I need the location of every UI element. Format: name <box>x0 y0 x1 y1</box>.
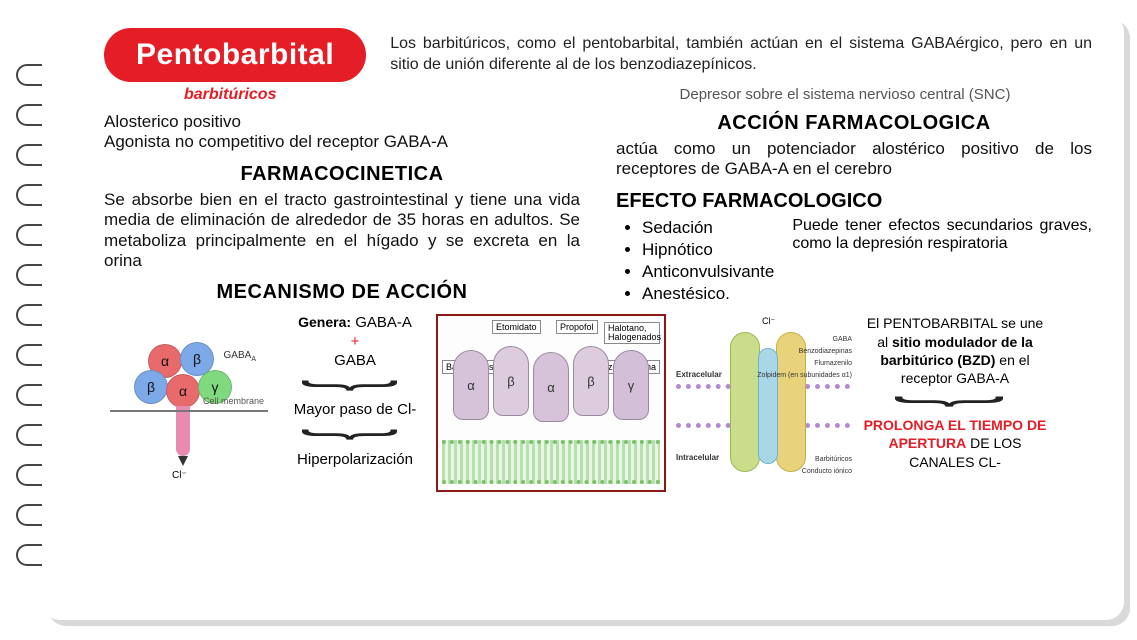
membrane-label: Cell membrane <box>203 396 264 406</box>
subunit-icon: α <box>533 352 569 422</box>
d3-extracellular-label: Extracelular <box>676 370 722 379</box>
cl-label: Cl⁻ <box>172 470 187 481</box>
title-pill: Pentobarbital <box>104 28 366 82</box>
binding-text: El PENTOBARBITAL se une al sitio modulad… <box>860 314 1050 387</box>
effect-item: Sedación <box>642 217 774 239</box>
subtitle-text: barbitúricos <box>184 86 598 104</box>
receptor-boxed-diagram: Barbitúricos Etomidato Propofol Halotano… <box>436 314 666 492</box>
binding-column: El PENTOBARBITAL se une al sitio modulad… <box>860 314 1050 471</box>
effect-item: Anestésico. <box>642 283 774 305</box>
genera-l3: Mayor paso de Cl- <box>280 401 430 420</box>
gaba-label: GABAA <box>224 350 256 363</box>
subunit-beta-icon: β <box>134 370 168 404</box>
subunit-icon: α <box>453 350 489 420</box>
effects-list: Sedación Hipnótico Anticonvulsivante Ane… <box>642 217 774 305</box>
accion-text: actúa como un potenciador alostérico pos… <box>616 139 1092 180</box>
allosteric-line2: Agonista no competitivo del receptor GAB… <box>104 132 580 152</box>
membrane-line-icon <box>110 410 268 412</box>
d3-side-label: Barbitúricos <box>815 456 852 463</box>
arrow-down-icon <box>178 456 188 466</box>
d3-side-label: Flumazenilo <box>814 360 852 367</box>
intro-text: Los barbitúricos, como el pentobarbital,… <box>390 34 1092 76</box>
effect-item: Hipnótico <box>642 239 774 261</box>
right-column: ACCIÓN FARMACOLOGICA actúa como un poten… <box>616 112 1092 308</box>
brace-icon: } <box>329 379 380 390</box>
prolong-text: PROLONGA EL TIEMPO DE APERTURA DE LOS CA… <box>860 416 1050 471</box>
efecto-heading: EFECTO FARMACOLOGICO <box>616 190 1092 213</box>
genera-column: Genera: GABA-A + GABA } Mayor paso de Cl… <box>280 314 430 469</box>
allosteric-line1: Alosterico positivo <box>104 112 580 132</box>
brace-icon: } <box>926 396 984 407</box>
genera-l4: Hiperpolarización <box>280 451 430 470</box>
d3-side-label: GABA <box>833 336 852 343</box>
d2-label-etomidato: Etomidato <box>492 320 541 334</box>
accion-heading: ACCIÓN FARMACOLOGICA <box>616 112 1092 135</box>
genera-label: Genera: <box>298 314 351 330</box>
d3-side-label: Zolpidem (en subunidades α1) <box>757 372 852 379</box>
side-effects-text: Puede tener efectos secundarios graves, … <box>792 217 1092 253</box>
subunit-alpha-icon: α <box>166 374 200 408</box>
subunit-icon: β <box>493 346 529 416</box>
membrane-icon <box>442 440 660 484</box>
left-column: Alosterico positivo Agonista no competit… <box>104 112 580 308</box>
subunit-icon: γ <box>613 350 649 420</box>
genera-l2: GABA <box>280 352 430 371</box>
d2-label-propofol: Propofol <box>556 320 598 334</box>
mechanism-heading: MECANISMO DE ACCIÓN <box>104 281 580 304</box>
brace-icon: } <box>329 429 380 440</box>
d3-side-label: Benzodiazepinas <box>799 348 852 355</box>
channel-cross-diagram: Cl⁻ Extracelular Intracelular GABA Benzo… <box>672 314 854 492</box>
genera-l1: GABA-A <box>355 314 412 331</box>
effect-item: Anticonvulsivante <box>642 261 774 283</box>
mechanism-row: GABAA α β β α γ Cell membrane Cl⁻ Genera… <box>104 314 1092 492</box>
d2-label-halotano: Halotano, Halogenados <box>604 322 660 344</box>
farmaco-text: Se absorbe bien en el tracto gastrointes… <box>104 190 580 272</box>
d3-cl-label: Cl⁻ <box>762 316 775 327</box>
receptor-diagram: GABAA α β β α γ Cell membrane Cl⁻ <box>104 314 274 484</box>
d3-intracellular-label: Intracelular <box>676 453 719 462</box>
genera-plus: + <box>280 333 430 352</box>
channel-stem-icon <box>176 406 190 456</box>
subunit-icon: β <box>573 346 609 416</box>
d2-subunits: α β α β γ <box>438 340 664 410</box>
channel-icon <box>730 332 806 472</box>
farmaco-heading: FARMACOCINETICA <box>104 163 580 186</box>
depressor-text: Depresor sobre el sistema nervioso centr… <box>598 86 1092 103</box>
page-card: Pentobarbital Los barbitúricos, como el … <box>42 14 1124 620</box>
d3-side-label: Conducto iónico <box>802 468 852 475</box>
